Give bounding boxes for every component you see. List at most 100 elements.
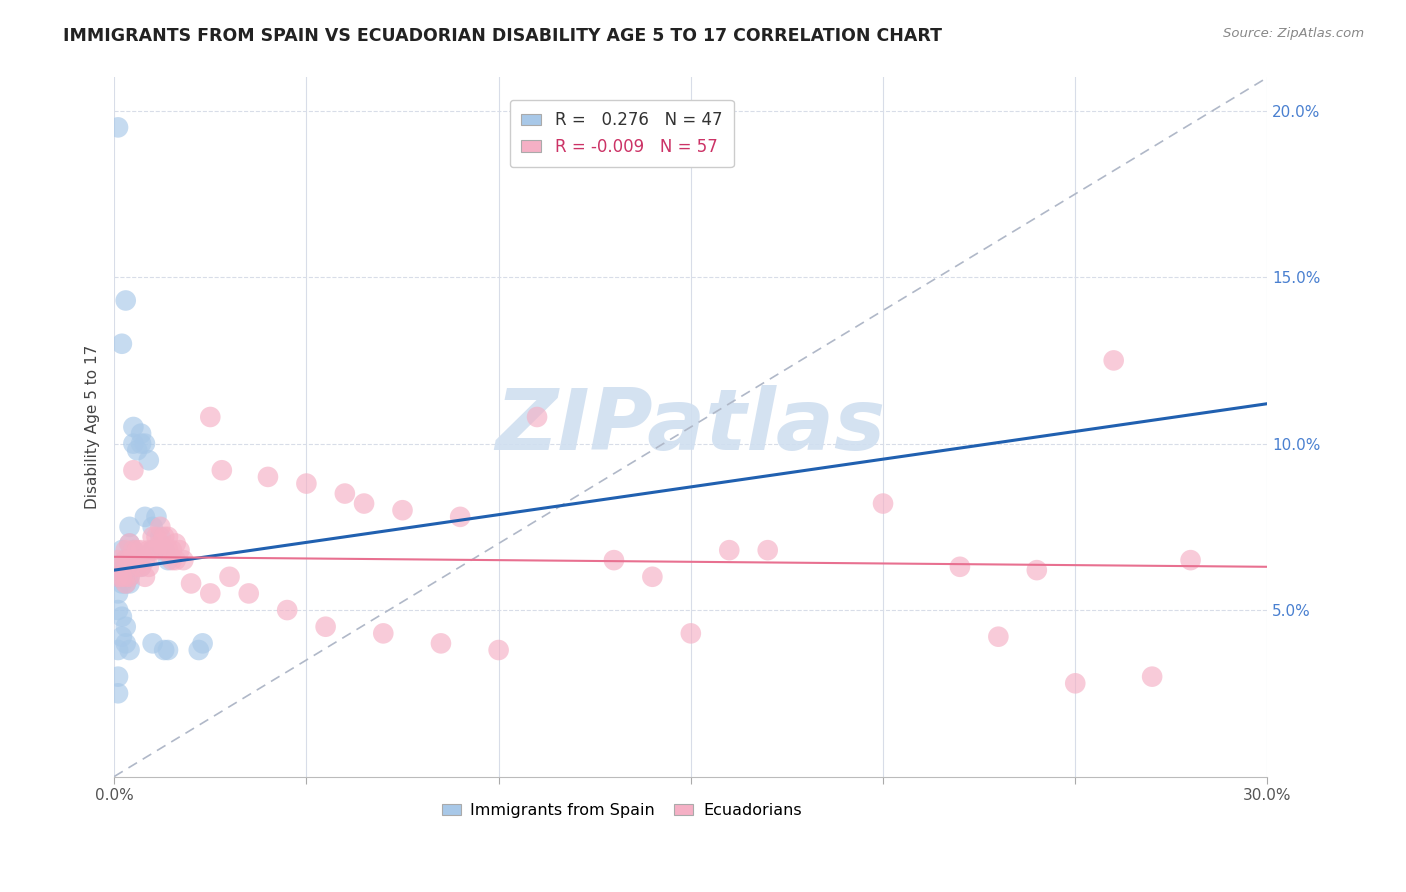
Point: [145, 509, 167, 524]
Point: [218, 570, 240, 584]
Point: [118, 520, 141, 534]
Point: [122, 463, 145, 477]
Point: [679, 626, 702, 640]
Point: [373, 626, 395, 640]
Point: [107, 559, 129, 574]
Point: [122, 420, 145, 434]
Point: [114, 576, 136, 591]
Point: [149, 536, 172, 550]
Point: [129, 543, 152, 558]
Point: [153, 643, 176, 657]
Point: [153, 543, 176, 558]
Text: Source: ZipAtlas.com: Source: ZipAtlas.com: [1223, 27, 1364, 40]
Point: [169, 543, 191, 558]
Point: [200, 409, 222, 424]
Point: [145, 530, 167, 544]
Point: [145, 543, 167, 558]
Point: [114, 576, 136, 591]
Point: [1102, 353, 1125, 368]
Point: [118, 576, 141, 591]
Point: [1064, 676, 1087, 690]
Point: [165, 536, 187, 550]
Point: [107, 570, 129, 584]
Point: [127, 543, 149, 558]
Point: [118, 643, 141, 657]
Point: [111, 576, 134, 591]
Point: [107, 603, 129, 617]
Point: [129, 559, 152, 574]
Point: [138, 559, 160, 574]
Point: [107, 570, 129, 584]
Point: [134, 509, 156, 524]
Point: [641, 570, 664, 584]
Point: [107, 670, 129, 684]
Point: [295, 476, 318, 491]
Point: [315, 620, 337, 634]
Point: [1140, 670, 1163, 684]
Point: [1025, 563, 1047, 577]
Point: [111, 336, 134, 351]
Point: [118, 553, 141, 567]
Point: [118, 536, 141, 550]
Point: [142, 636, 165, 650]
Point: [107, 686, 129, 700]
Y-axis label: Disability Age 5 to 17: Disability Age 5 to 17: [86, 345, 100, 509]
Point: [111, 559, 134, 574]
Point: [165, 553, 187, 567]
Point: [160, 553, 183, 567]
Point: [142, 520, 165, 534]
Point: [142, 530, 165, 544]
Point: [949, 559, 972, 574]
Point: [122, 553, 145, 567]
Point: [149, 520, 172, 534]
Point: [449, 509, 471, 524]
Point: [114, 636, 136, 650]
Point: [191, 636, 214, 650]
Point: [138, 543, 160, 558]
Point: [756, 543, 779, 558]
Point: [718, 543, 741, 558]
Point: [987, 630, 1010, 644]
Point: [526, 409, 548, 424]
Point: [114, 553, 136, 567]
Point: [114, 293, 136, 308]
Point: [488, 643, 510, 657]
Point: [603, 553, 626, 567]
Point: [134, 436, 156, 450]
Point: [107, 553, 129, 567]
Point: [391, 503, 413, 517]
Point: [107, 120, 129, 135]
Point: [153, 530, 176, 544]
Point: [111, 609, 134, 624]
Point: [872, 497, 894, 511]
Text: IMMIGRANTS FROM SPAIN VS ECUADORIAN DISABILITY AGE 5 TO 17 CORRELATION CHART: IMMIGRANTS FROM SPAIN VS ECUADORIAN DISA…: [63, 27, 942, 45]
Point: [142, 543, 165, 558]
Point: [257, 470, 280, 484]
Point: [122, 543, 145, 558]
Point: [156, 530, 179, 544]
Point: [200, 586, 222, 600]
Point: [238, 586, 260, 600]
Point: [127, 443, 149, 458]
Point: [111, 563, 134, 577]
Point: [111, 543, 134, 558]
Point: [107, 586, 129, 600]
Point: [172, 553, 194, 567]
Point: [156, 543, 179, 558]
Point: [107, 643, 129, 657]
Point: [138, 453, 160, 467]
Point: [187, 643, 209, 657]
Point: [1180, 553, 1202, 567]
Point: [153, 543, 176, 558]
Point: [111, 570, 134, 584]
Point: [129, 559, 152, 574]
Point: [149, 530, 172, 544]
Point: [129, 426, 152, 441]
Point: [127, 553, 149, 567]
Point: [276, 603, 298, 617]
Point: [134, 570, 156, 584]
Point: [111, 630, 134, 644]
Point: [129, 436, 152, 450]
Point: [211, 463, 233, 477]
Text: ZIPatlas: ZIPatlas: [496, 385, 886, 468]
